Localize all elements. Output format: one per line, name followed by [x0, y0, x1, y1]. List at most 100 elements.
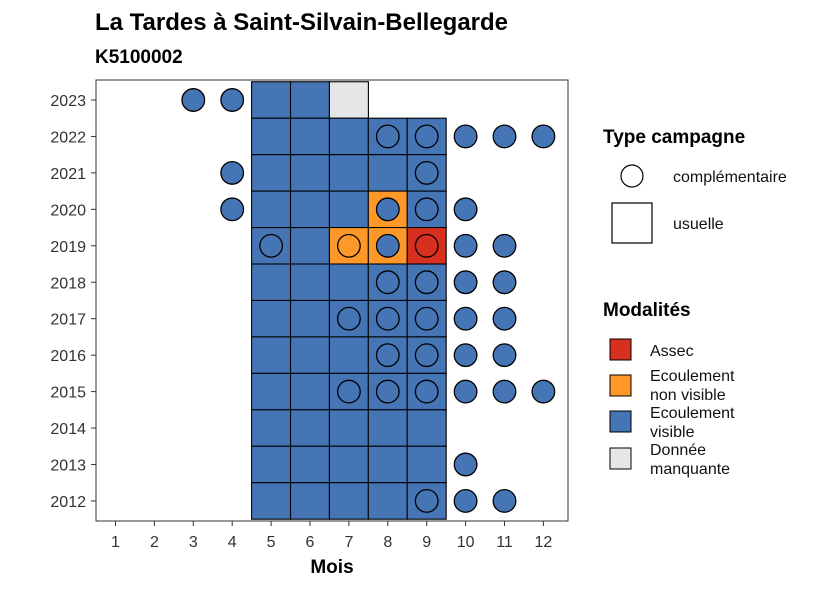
tile-2013-m8-ecoulement-visible: [367, 445, 408, 484]
x-tick-label: 7: [344, 534, 353, 551]
tile-2017-m5-ecoulement-visible: [251, 299, 292, 338]
y-tick-label: 2017: [50, 312, 86, 329]
point-2013-m10-ecoulement-visible: [453, 452, 478, 477]
tile-2022-m6-ecoulement-visible: [289, 117, 331, 156]
complementaire-points: [181, 88, 556, 513]
tile-2021-m6-ecoulement-visible: [289, 154, 331, 192]
point-2017-m10-ecoulement-visible: [453, 306, 478, 331]
usuelle-tiles: [251, 81, 447, 520]
y-tick-label: 2020: [50, 202, 86, 219]
x-tick-label: 9: [422, 534, 431, 551]
tile-2020-m7-ecoulement-visible: [328, 190, 369, 229]
point-2012-m10-ecoulement-visible: [453, 489, 478, 513]
point-2016-m9-ecoulement-visible: [414, 343, 439, 368]
point-2020-m8-ecoulement-visible: [375, 197, 400, 222]
legend-modalites: Modalités Assec Ecoulement non visible E…: [603, 300, 735, 478]
legend-label-assec: Assec: [650, 343, 694, 360]
y-tick-label: 2021: [50, 166, 86, 183]
x-tick-label: 2: [150, 534, 159, 551]
point-2015-m10-ecoulement-visible: [453, 379, 478, 404]
point-2017-m9-ecoulement-visible: [414, 306, 439, 331]
tile-2013-m5-ecoulement-visible: [251, 445, 292, 484]
point-2012-m11-ecoulement-visible: [492, 489, 517, 513]
point-2023-m3-ecoulement-visible: [181, 88, 206, 112]
tile-2013-m6-ecoulement-visible: [289, 445, 331, 484]
point-2018-m9-ecoulement-visible: [414, 270, 439, 295]
y-tick-label: 2016: [50, 348, 86, 365]
legend-swatch-assec: [609, 338, 632, 361]
x-tick-label: 3: [189, 534, 198, 551]
x-axis-label: Mois: [310, 557, 353, 578]
legend-swatch-ecoulement-non-visible: [609, 374, 632, 397]
chart-subtitle: K5100002: [95, 47, 183, 68]
tile-2021-m8-ecoulement-visible: [367, 154, 408, 192]
x-tick-label: 8: [383, 534, 392, 551]
tile-2014-m9-ecoulement-visible: [406, 409, 447, 447]
point-2017-m7-ecoulement-visible: [336, 306, 361, 331]
tile-2023-m6-ecoulement-visible: [289, 81, 331, 119]
x-tick-label: 1: [111, 534, 120, 551]
point-2018-m10-ecoulement-visible: [453, 270, 478, 295]
legend-campagne-title: Type campagne: [603, 127, 745, 148]
point-2023-m4-ecoulement-visible: [220, 88, 245, 112]
tile-2022-m7-ecoulement-visible: [328, 117, 369, 156]
point-2018-m8-ecoulement-visible: [375, 270, 400, 295]
point-2020-m10-ecoulement-visible: [453, 197, 478, 222]
x-tick-label: 4: [228, 534, 237, 551]
point-2019-m7-ecoulement-non-visible: [336, 233, 361, 258]
y-tick-label: 2018: [50, 275, 86, 292]
plot-border: [95, 79, 569, 522]
point-2022-m11-ecoulement-visible: [492, 124, 517, 149]
tile-2016-m6-ecoulement-visible: [289, 336, 331, 374]
y-tick-label: 2013: [50, 458, 86, 475]
point-2019-m8-ecoulement-visible: [375, 233, 400, 258]
chart-title: La Tardes à Saint-Silvain-Bellegarde: [95, 9, 508, 36]
legend-label-ecoulement-non-visible-2: non visible: [650, 387, 726, 404]
tile-2014-m6-ecoulement-visible: [289, 409, 331, 447]
legend-item-usuelle: usuelle: [673, 216, 724, 233]
legend-square-symbol: [611, 202, 653, 244]
point-2020-m4-ecoulement-visible: [220, 197, 245, 222]
tile-2013-m9-ecoulement-visible: [406, 445, 447, 484]
tile-2017-m6-ecoulement-visible: [289, 299, 331, 338]
legend-label-donnee-manquante-2: manquante: [650, 461, 730, 478]
legend-item-complementaire: complémentaire: [673, 169, 787, 186]
x-tick-label: 10: [457, 534, 475, 551]
y-tick-label: 2014: [50, 421, 86, 438]
tile-2012-m8-ecoulement-visible: [367, 482, 408, 520]
tile-2020-m5-ecoulement-visible: [251, 190, 292, 229]
point-2022-m9-ecoulement-visible: [414, 124, 439, 149]
tile-2022-m5-ecoulement-visible: [251, 117, 292, 156]
point-2015-m8-ecoulement-visible: [375, 379, 400, 404]
point-2021-m4-ecoulement-visible: [220, 160, 245, 185]
y-axis: 2012 2013 2014 2015 2016 2017 2018 2019 2020 2021…: [50, 93, 96, 511]
x-tick-label: 6: [306, 534, 315, 551]
y-tick-label: 2023: [50, 93, 86, 110]
legend-circle-symbol: [620, 164, 644, 188]
tile-2018-m5-ecoulement-visible: [251, 263, 292, 302]
point-2015-m9-ecoulement-visible: [414, 379, 439, 404]
point-2015-m7-ecoulement-visible: [336, 379, 361, 404]
tile-2016-m7-ecoulement-visible: [328, 336, 369, 374]
legend-label-donnee-manquante-1: Donnée: [650, 442, 706, 459]
point-2020-m9-ecoulement-visible: [414, 197, 439, 222]
tile-2015-m6-ecoulement-visible: [289, 372, 331, 411]
x-axis: 1 2 3 4 5 6 7 8 9 10 11 12: [111, 521, 552, 551]
point-2019-m5-ecoulement-visible: [259, 233, 284, 258]
tile-2012-m6-ecoulement-visible: [289, 482, 331, 520]
tile-2023-m5-ecoulement-visible: [251, 81, 292, 119]
legend-swatch-ecoulement-visible: [609, 410, 632, 433]
tile-2015-m5-ecoulement-visible: [251, 372, 292, 411]
point-2019-m10-ecoulement-visible: [453, 233, 478, 258]
tile-2020-m6-ecoulement-visible: [289, 190, 331, 229]
legend-label-ecoulement-visible-2: visible: [650, 424, 695, 441]
tile-2023-m7-donnee-manquante: [328, 81, 369, 119]
point-2022-m8-ecoulement-visible: [375, 124, 400, 149]
tile-2018-m6-ecoulement-visible: [289, 263, 331, 302]
point-2019-m9-assec: [414, 233, 439, 258]
tile-2014-m8-ecoulement-visible: [367, 409, 408, 447]
point-2019-m11-ecoulement-visible: [492, 233, 517, 258]
y-tick-label: 2022: [50, 129, 86, 146]
tile-2019-m6-ecoulement-visible: [289, 227, 331, 265]
